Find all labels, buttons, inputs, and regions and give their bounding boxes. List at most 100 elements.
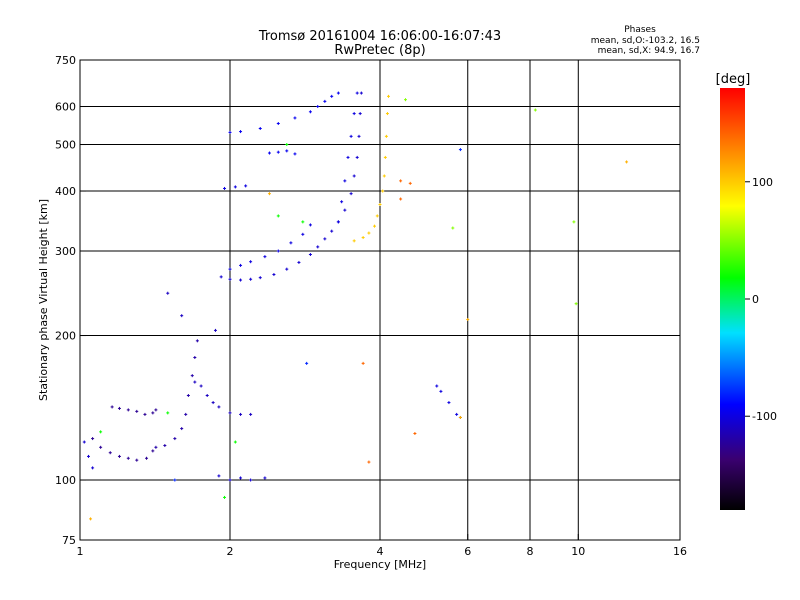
- y-axis-label: Stationary phase Virtual Height [km]: [37, 199, 50, 401]
- data-point: [367, 231, 371, 235]
- data-point: [276, 249, 280, 253]
- data-point: [154, 408, 158, 412]
- data-point: [219, 275, 223, 279]
- x-axis: 1 2 4 6 8 10 16: [77, 534, 687, 558]
- data-point: [323, 99, 327, 103]
- data-point: [233, 185, 237, 189]
- data-point: [180, 427, 184, 431]
- y-tick-label: 300: [55, 245, 76, 258]
- data-point: [263, 476, 267, 480]
- data-point: [135, 409, 139, 413]
- y-tick-label: 400: [55, 185, 76, 198]
- data-point: [340, 200, 344, 204]
- data-point: [349, 192, 353, 196]
- colorbar: [720, 88, 745, 510]
- data-point: [110, 405, 114, 409]
- data-points: [82, 91, 629, 521]
- data-point: [249, 277, 253, 281]
- data-point: [455, 412, 459, 416]
- data-point: [108, 451, 112, 455]
- x-tick-label: 2: [227, 545, 234, 558]
- data-point: [195, 339, 199, 343]
- data-point: [91, 437, 95, 441]
- data-point: [352, 112, 356, 116]
- data-point: [386, 94, 390, 98]
- data-point: [346, 155, 350, 159]
- data-point: [154, 445, 158, 449]
- data-point: [239, 130, 243, 134]
- data-point: [625, 160, 629, 164]
- data-point: [239, 263, 243, 267]
- phases-title: Phases: [624, 25, 656, 35]
- x-tick-label: 10: [571, 545, 585, 558]
- data-point: [383, 155, 387, 159]
- data-point: [355, 155, 359, 159]
- data-point: [375, 214, 379, 218]
- data-point: [166, 411, 170, 415]
- data-point: [343, 208, 347, 212]
- y-tick-label: 75: [62, 534, 76, 547]
- data-point: [276, 214, 280, 218]
- data-point: [239, 476, 243, 480]
- data-point: [355, 91, 359, 95]
- data-point: [349, 134, 353, 138]
- data-point: [458, 148, 462, 152]
- data-point: [435, 384, 439, 388]
- data-point: [276, 150, 280, 154]
- data-point: [574, 302, 578, 306]
- data-point: [211, 401, 215, 405]
- data-point: [217, 474, 221, 478]
- data-point: [143, 412, 147, 416]
- data-point: [244, 184, 248, 188]
- y-axis: 75 100 200 300 400 500 600 750: [55, 54, 86, 547]
- data-point: [223, 186, 227, 190]
- data-point: [533, 108, 537, 112]
- data-point: [233, 440, 237, 444]
- data-point: [352, 239, 356, 243]
- y-tick-label: 200: [55, 330, 76, 343]
- x-tick-label: 1: [77, 545, 84, 558]
- data-point: [413, 432, 417, 436]
- data-point: [403, 98, 407, 102]
- data-point: [205, 394, 209, 398]
- x-tick-label: 16: [673, 545, 687, 558]
- data-point: [166, 291, 170, 295]
- data-point: [447, 401, 451, 405]
- data-point: [173, 478, 177, 482]
- data-point: [267, 151, 271, 155]
- data-point: [384, 134, 388, 138]
- data-point: [117, 454, 121, 458]
- data-point: [249, 478, 253, 482]
- data-point: [297, 260, 301, 264]
- data-point: [217, 405, 221, 409]
- data-point: [458, 415, 462, 419]
- data-point: [151, 449, 155, 453]
- data-point: [289, 241, 293, 245]
- data-point: [276, 122, 280, 126]
- data-point: [381, 189, 385, 193]
- data-point: [239, 412, 243, 416]
- colorbar-tick-label: 0: [752, 293, 759, 306]
- data-point: [352, 174, 356, 178]
- data-point: [301, 232, 305, 236]
- data-point: [145, 456, 149, 460]
- data-point: [173, 437, 177, 441]
- data-point: [359, 91, 363, 95]
- data-point: [330, 229, 334, 233]
- y-tick-label: 500: [55, 139, 76, 152]
- data-point: [258, 276, 262, 280]
- data-point: [117, 406, 121, 410]
- data-point: [399, 179, 403, 183]
- data-point: [126, 408, 130, 412]
- x-tick-label: 6: [464, 545, 471, 558]
- data-point: [316, 245, 320, 249]
- data-point: [301, 220, 305, 224]
- data-point: [308, 223, 312, 227]
- x-axis-label: Frequency [MHz]: [334, 558, 426, 571]
- data-point: [91, 466, 95, 470]
- data-point: [186, 394, 190, 398]
- data-point: [99, 445, 103, 449]
- data-point: [82, 440, 86, 444]
- data-point: [89, 517, 93, 521]
- data-point: [285, 149, 289, 153]
